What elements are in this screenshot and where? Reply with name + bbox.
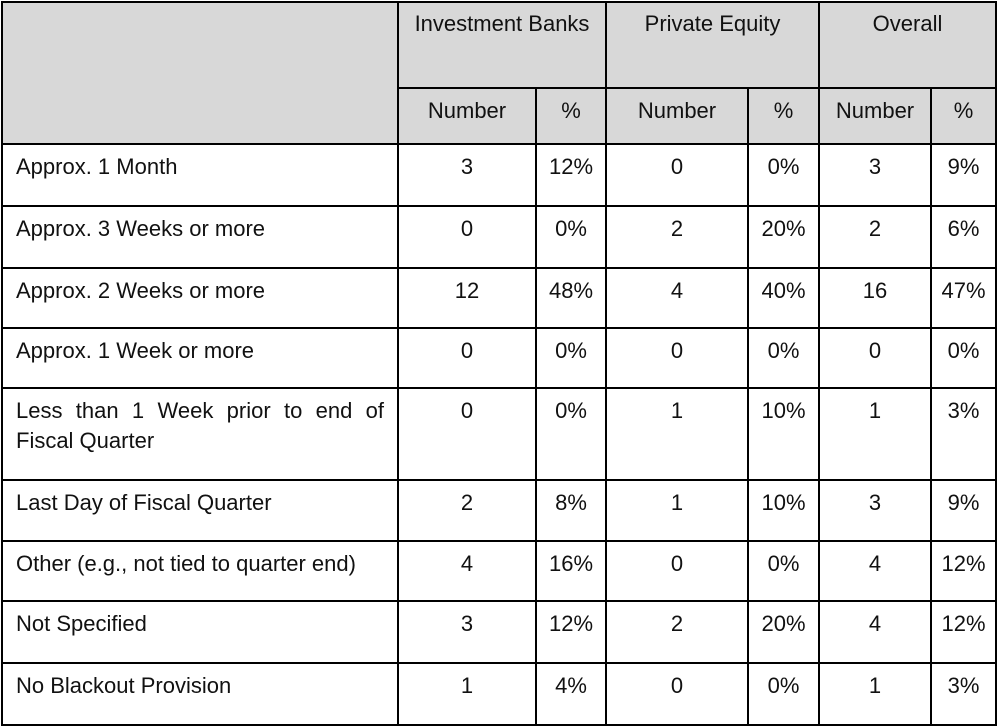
row-label: No Blackout Provision [1,661,399,727]
table-row: Approx. 1 Week or more 0 0% 0 0% 0 0% [1,326,998,390]
cell-pe-number: 2 [605,205,749,269]
cell-pe-percent: 20% [746,205,821,269]
table-row: Not Specified 3 12% 2 20% 4 12% [1,600,998,664]
group-header-private-equity: Private Equity [604,1,821,89]
cell-pe-percent: 10% [746,387,821,481]
cell-pe-number: 4 [605,266,749,329]
cell-overall-percent: 6% [930,205,998,269]
cell-pe-percent: 0% [746,326,821,390]
cell-overall-number: 1 [818,661,933,727]
subheader-pe-percent: % [746,87,821,145]
cell-overall-percent: 3% [930,661,998,727]
cell-overall-percent: 12% [930,600,998,664]
group-header-investment-banks: Investment Banks [397,1,607,89]
cell-pe-number: 0 [605,142,749,208]
cell-overall-number: 4 [818,539,933,603]
cell-ib-number: 1 [397,661,537,727]
subheader-ib-percent: % [535,87,607,145]
cell-ib-number: 0 [397,387,537,481]
cell-overall-number: 1 [818,387,933,481]
cell-overall-number: 16 [818,266,933,329]
table-row: Last Day of Fiscal Quarter 2 8% 1 10% 3 … [1,478,998,543]
table-row: Approx. 1 Month 3 12% 0 0% 3 9% [1,142,998,208]
group-header-row: Investment Banks Private Equity Overall [1,1,998,145]
cell-ib-percent: 0% [535,387,607,481]
cell-ib-percent: 12% [535,600,607,664]
cell-overall-percent: 0% [930,326,998,390]
row-label: Approx. 3 Weeks or more [1,205,399,269]
cell-pe-number: 2 [605,600,749,664]
corner-cell [1,1,399,145]
cell-ib-number: 0 [397,326,537,390]
cell-overall-percent: 9% [930,478,998,543]
cell-ib-number: 3 [397,600,537,664]
subheader-overall-number: Number [818,87,933,145]
cell-overall-percent: 47% [930,266,998,329]
cell-ib-number: 0 [397,205,537,269]
cell-pe-percent: 0% [746,539,821,603]
cell-ib-percent: 0% [535,205,607,269]
cell-pe-percent: 0% [746,661,821,727]
cell-overall-number: 4 [818,600,933,664]
subheader-row: Number % Number % Number % [2,87,998,145]
cell-pe-percent: 10% [746,478,821,543]
cell-pe-number: 0 [605,539,749,603]
cell-ib-number: 12 [397,266,537,329]
table-row: Other (e.g., not tied to quarter end) 4 … [1,539,998,603]
row-label: Approx. 1 Month [1,142,399,208]
row-label: Last Day of Fiscal Quarter [1,478,399,543]
cell-overall-percent: 9% [930,142,998,208]
cell-overall-percent: 12% [930,539,998,603]
table-row: Approx. 3 Weeks or more 0 0% 2 20% 2 6% [1,205,998,269]
cell-overall-percent: 3% [930,387,998,481]
group-header-overall: Overall [818,1,998,89]
cell-overall-number: 2 [818,205,933,269]
row-label: Approx. 2 Weeks or more [1,266,399,329]
cell-ib-percent: 48% [535,266,607,329]
cell-pe-number: 1 [605,387,749,481]
cell-pe-percent: 40% [746,266,821,329]
cell-pe-number: 0 [605,661,749,727]
cell-ib-percent: 8% [535,478,607,543]
cell-ib-number: 3 [397,142,537,208]
table-row: No Blackout Provision 1 4% 0 0% 1 3% [1,661,998,727]
cell-pe-percent: 0% [746,142,821,208]
subheader-overall-percent: % [930,87,998,145]
cell-overall-number: 3 [818,478,933,543]
cell-pe-number: 0 [605,326,749,390]
row-label: Not Specified [1,600,399,664]
row-label: Other (e.g., not tied to quarter end) [1,539,399,603]
table-row: Less than 1 Week prior to end of Fiscal … [1,387,998,481]
cell-overall-number: 3 [818,142,933,208]
cell-ib-number: 2 [397,478,537,543]
cell-ib-percent: 12% [535,142,607,208]
cell-overall-number: 0 [818,326,933,390]
row-label: Approx. 1 Week or more [1,326,399,390]
cell-pe-percent: 20% [746,600,821,664]
subheader-ib-number: Number [397,87,537,145]
table-row: Approx. 2 Weeks or more 12 48% 4 40% 16 … [1,266,998,329]
cell-ib-percent: 0% [535,326,607,390]
cell-pe-number: 1 [605,478,749,543]
cell-ib-percent: 16% [535,539,607,603]
cell-ib-number: 4 [397,539,537,603]
subheader-pe-number: Number [605,87,749,145]
row-label: Less than 1 Week prior to end of Fiscal … [1,387,399,481]
cell-ib-percent: 4% [535,661,607,727]
